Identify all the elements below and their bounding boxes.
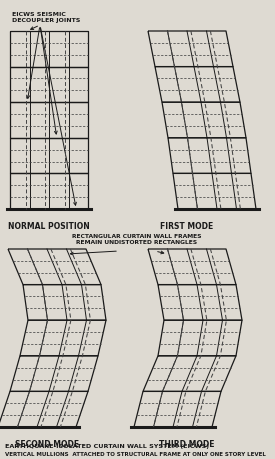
Text: EARTHQUAKE-ISOLATED CURTAIN WALL SYSTEM (EICWS): EARTHQUAKE-ISOLATED CURTAIN WALL SYSTEM … <box>5 443 209 448</box>
Text: NORMAL POSITION: NORMAL POSITION <box>8 222 90 230</box>
Text: RECTANGULAR CURTAIN WALL FRAMES
REMAIN UNDISTORTED RECTANGLES: RECTANGULAR CURTAIN WALL FRAMES REMAIN U… <box>72 234 202 245</box>
Text: FIRST MODE: FIRST MODE <box>160 222 214 230</box>
Text: VERTICAL MULLIONS  ATTACHED TO STRUCTURAL FRAME AT ONLY ONE STORY LEVEL: VERTICAL MULLIONS ATTACHED TO STRUCTURAL… <box>5 451 266 456</box>
Text: EICWS SEISMIC
DECOUPLER JOINTS: EICWS SEISMIC DECOUPLER JOINTS <box>12 12 80 23</box>
Text: SECOND MODE: SECOND MODE <box>15 439 79 448</box>
Text: THIRD MODE: THIRD MODE <box>159 439 215 448</box>
